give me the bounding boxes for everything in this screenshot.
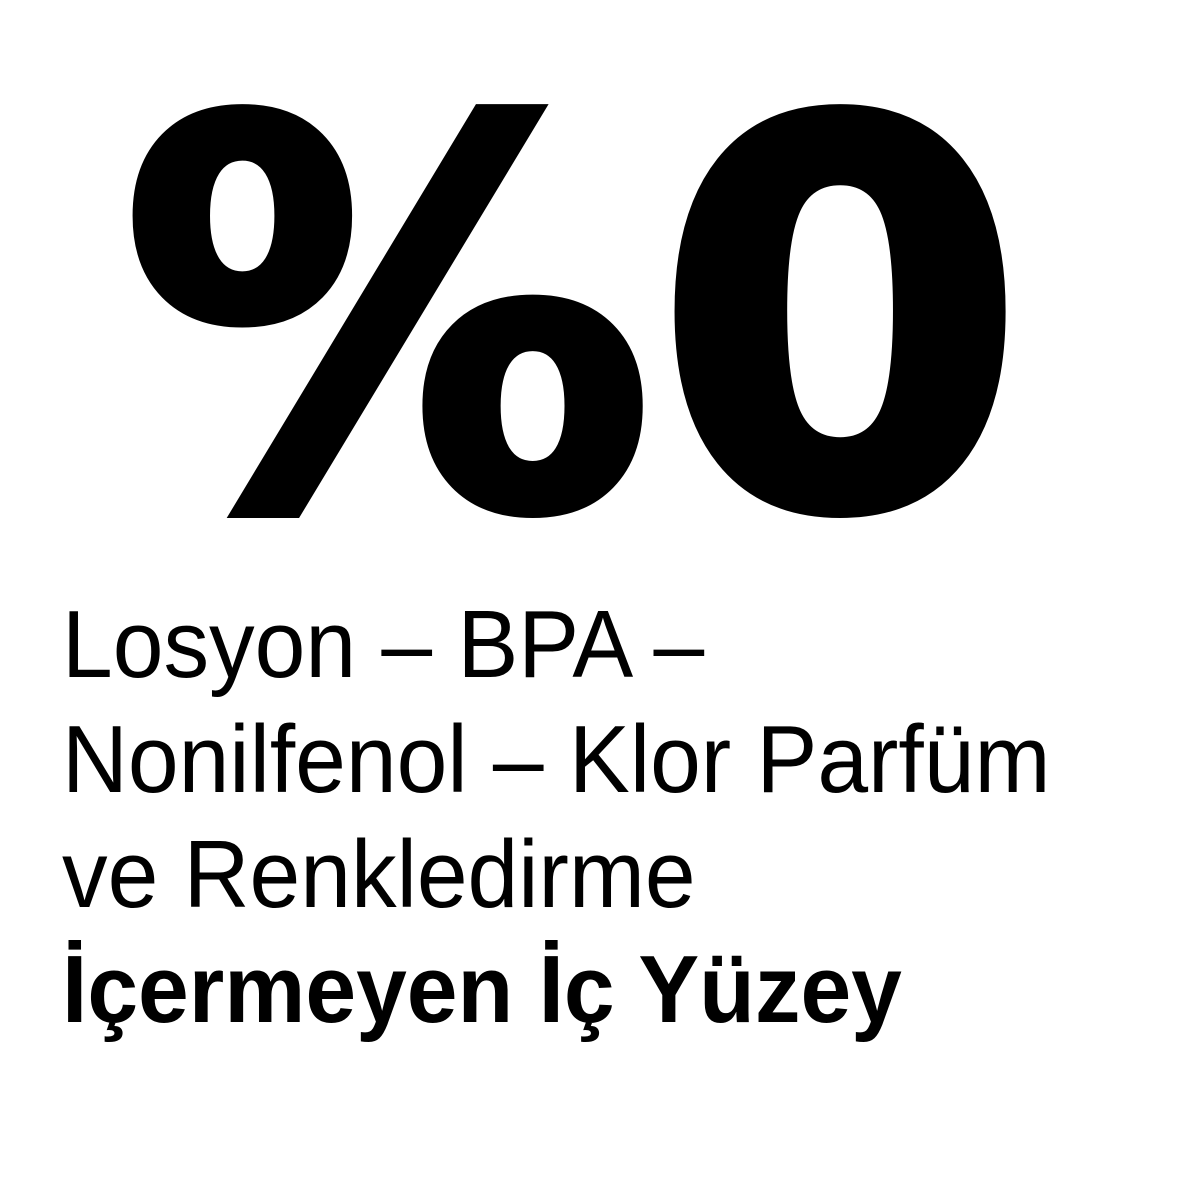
claims-text-block: Losyon – BPA – Nonilfenol – Klor Parfüm … — [62, 587, 1050, 1047]
claim-line-losyon-bpa: Losyon – BPA – — [62, 591, 705, 698]
claim-line-icermeyen-ic-yuzey: İçermeyen İç Yüzey — [62, 936, 902, 1043]
claim-line-nonilfenol-klor-parfum: Nonilfenol – Klor Parfüm — [62, 706, 1051, 813]
claim-line-ve-renkledirme: ve Renkledirme — [62, 821, 696, 928]
percent-zero-headline: %0 — [115, 12, 1030, 629]
